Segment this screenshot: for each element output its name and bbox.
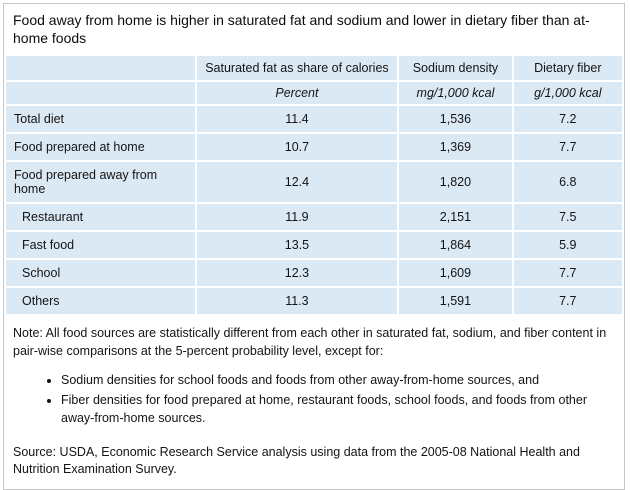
cell-satfat: 13.5 xyxy=(196,231,398,258)
note-bullet: Fiber densities for food prepared at hom… xyxy=(61,392,614,428)
cell-fiber: 7.2 xyxy=(513,105,622,132)
table-panel: Food away from home is higher in saturat… xyxy=(3,3,625,490)
note-bullet: Sodium densities for school foods and fo… xyxy=(61,372,614,390)
unit-fiber: g/1,000 kcal xyxy=(513,81,622,104)
row-label-others: Others xyxy=(6,287,195,314)
header-empty-cell xyxy=(6,55,195,80)
unit-empty-cell xyxy=(6,81,195,104)
cell-fiber: 5.9 xyxy=(513,231,622,258)
table-row: Food prepared at home 10.7 1,369 7.7 xyxy=(6,133,622,160)
cell-sodium: 1,820 xyxy=(399,161,512,202)
row-label-fast-food: Fast food xyxy=(6,231,195,258)
row-label-restaurant: Restaurant xyxy=(6,203,195,230)
table-row: Restaurant 11.9 2,151 7.5 xyxy=(6,203,622,230)
table-row: Total diet 11.4 1,536 7.2 xyxy=(6,105,622,132)
data-table: Saturated fat as share of calories Sodiu… xyxy=(4,54,624,316)
units-row: Percent mg/1,000 kcal g/1,000 kcal xyxy=(6,81,622,104)
note-block: Note: All food sources are statistically… xyxy=(4,316,624,428)
cell-fiber: 7.5 xyxy=(513,203,622,230)
cell-fiber: 7.7 xyxy=(513,259,622,286)
cell-fiber: 7.7 xyxy=(513,287,622,314)
cell-satfat: 12.3 xyxy=(196,259,398,286)
chart-title: Food away from home is higher in saturat… xyxy=(13,12,590,47)
cell-satfat: 12.4 xyxy=(196,161,398,202)
row-label-total-diet: Total diet xyxy=(6,105,195,132)
cell-sodium: 1,609 xyxy=(399,259,512,286)
header-dietary-fiber: Dietary fiber xyxy=(513,55,622,80)
header-saturated-fat: Saturated fat as share of calories xyxy=(196,55,398,80)
cell-satfat: 11.4 xyxy=(196,105,398,132)
row-label-food-away-from-home: Food prepared away from home xyxy=(6,161,195,202)
cell-sodium: 2,151 xyxy=(399,203,512,230)
row-label-food-at-home: Food prepared at home xyxy=(6,133,195,160)
unit-sodium: mg/1,000 kcal xyxy=(399,81,512,104)
note-text: Note: All food sources are statistically… xyxy=(13,325,607,358)
header-sodium-density: Sodium density xyxy=(399,55,512,80)
header-row: Saturated fat as share of calories Sodiu… xyxy=(6,55,622,80)
table-row: Food prepared away from home 12.4 1,820 … xyxy=(6,161,622,202)
cell-satfat: 11.9 xyxy=(196,203,398,230)
source-line: Source: USDA, Economic Research Service … xyxy=(13,444,580,477)
cell-satfat: 10.7 xyxy=(196,133,398,160)
note-bullet-list: Sodium densities for school foods and fo… xyxy=(13,372,614,427)
table-row: School 12.3 1,609 7.7 xyxy=(6,259,622,286)
cell-sodium: 1,864 xyxy=(399,231,512,258)
cell-fiber: 7.7 xyxy=(513,133,622,160)
table-row: Fast food 13.5 1,864 5.9 xyxy=(6,231,622,258)
cell-fiber: 6.8 xyxy=(513,161,622,202)
table-row: Others 11.3 1,591 7.7 xyxy=(6,287,622,314)
unit-percent: Percent xyxy=(196,81,398,104)
row-label-school: School xyxy=(6,259,195,286)
cell-sodium: 1,536 xyxy=(399,105,512,132)
cell-sodium: 1,591 xyxy=(399,287,512,314)
cell-sodium: 1,369 xyxy=(399,133,512,160)
cell-satfat: 11.3 xyxy=(196,287,398,314)
